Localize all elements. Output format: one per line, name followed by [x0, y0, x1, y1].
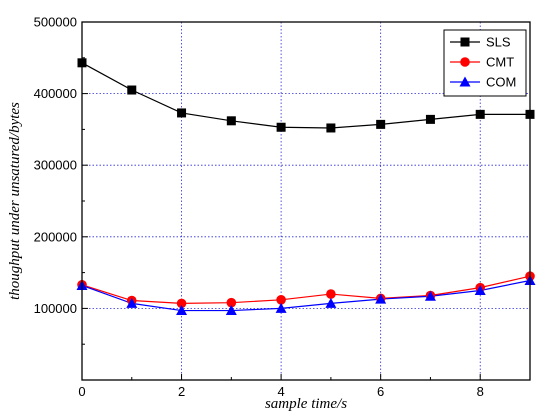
data-point-com	[424, 290, 436, 301]
data-point-sls	[475, 109, 485, 119]
legend-marker-com	[459, 76, 471, 87]
legend-label-sls: SLS	[486, 35, 511, 50]
legend: SLS CMT COM	[443, 29, 527, 97]
data-point-com	[176, 305, 188, 316]
x-axis-label: sample time/s	[265, 396, 347, 412]
legend-label-cmt: CMT	[486, 55, 514, 70]
y-tick-label: 100000	[34, 301, 77, 316]
tick-labels: 0 2 4 6 8 100000 200000 300000 400000 500000	[34, 15, 484, 400]
data-point-com	[275, 302, 287, 313]
data-point-cmt	[276, 295, 286, 305]
data-point-sls	[376, 119, 386, 129]
y-axis-label: thoughput under unsatured/bytes	[7, 102, 23, 300]
series-line-cmt	[81, 275, 531, 304]
x-tick-label: 2	[178, 384, 185, 399]
y-tick-label: 400000	[34, 86, 77, 101]
data-point-cmt	[226, 297, 237, 308]
x-tick-label: 6	[377, 384, 384, 399]
data-point-sls	[127, 85, 137, 95]
data-point-com	[375, 293, 387, 304]
data-point-sls	[226, 116, 236, 126]
y-tick-label: 200000	[34, 229, 77, 244]
data-point-cmt	[176, 298, 187, 309]
x-tick-label: 4	[277, 384, 284, 399]
data-point-com	[325, 297, 337, 308]
data-point-cmt	[326, 289, 336, 299]
legend-marker-cmt	[460, 57, 470, 67]
x-tick-label: 0	[78, 384, 85, 399]
data-point-com	[126, 297, 138, 308]
series-line-com	[81, 279, 531, 312]
x-tick-label: 8	[477, 384, 484, 399]
data-point-sls	[326, 123, 336, 133]
data-point-sls	[276, 122, 286, 132]
y-tick-label: 500000	[34, 15, 77, 30]
legend-box	[443, 29, 527, 97]
series-lines	[81, 62, 531, 312]
legend-label-com: COM	[486, 75, 516, 90]
series-line-sls	[81, 62, 530, 129]
data-point-sls	[425, 114, 435, 124]
y-tick-label: 300000	[34, 158, 77, 173]
data-point-com	[225, 305, 237, 316]
data-point-sls	[177, 108, 187, 118]
data-point-com	[474, 285, 486, 295]
axis-ticks	[81, 21, 481, 381]
legend-marker-sls	[460, 37, 470, 47]
